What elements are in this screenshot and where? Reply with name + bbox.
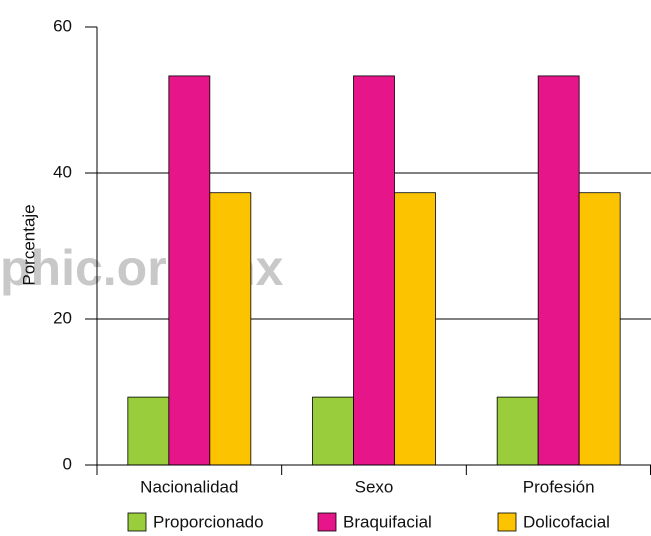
- bar: [578, 192, 621, 466]
- y-tick-label: 40: [53, 162, 72, 181]
- legend-label: Dolicofacial: [523, 512, 610, 531]
- legend-swatch: [317, 512, 337, 532]
- bar: [496, 396, 539, 466]
- x-tick-label: Profesión: [523, 477, 595, 496]
- legend-label: Proporcionado: [153, 512, 264, 531]
- bar: [312, 396, 354, 466]
- y-axis-label: Porcentaje: [19, 204, 38, 285]
- bar: [394, 192, 436, 466]
- x-tick-label: Nacionalidad: [140, 477, 238, 496]
- legend-swatch: [127, 512, 147, 532]
- y-tick-label: 60: [53, 16, 72, 35]
- y-tick-label: 20: [53, 308, 72, 327]
- legend-label: Braquifacial: [343, 512, 432, 531]
- bar: [537, 75, 580, 466]
- bar: [353, 75, 395, 466]
- x-tick-label: Sexo: [355, 477, 394, 496]
- legend-swatch: [497, 512, 517, 532]
- bar: [127, 396, 170, 466]
- bar: [168, 75, 211, 466]
- bar: [209, 192, 252, 466]
- y-tick-label: 0: [63, 454, 72, 473]
